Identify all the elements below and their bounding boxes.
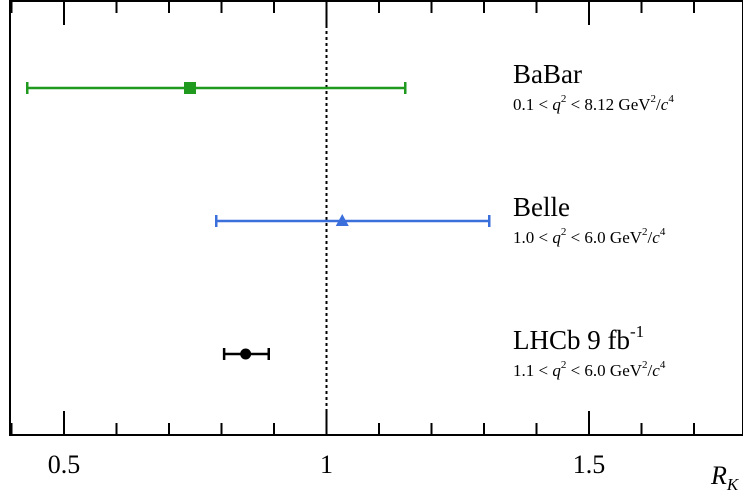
x-tick-label: 1.5 bbox=[573, 450, 606, 479]
circle-marker bbox=[240, 348, 252, 360]
triangle-marker bbox=[335, 214, 349, 226]
x-axis-tick-labels: 0.5 1 1.5 bbox=[48, 450, 606, 479]
series-labels: BaBar 0.1 < q2 < 8.12 GeV2/c4 Belle 1.0 < q… bbox=[513, 59, 674, 380]
measurement-2 bbox=[222, 348, 270, 360]
plot-frame bbox=[9, 0, 743, 436]
x-tick-label: 0.5 bbox=[48, 450, 81, 479]
measurement-1 bbox=[215, 214, 491, 227]
x-tick-label: 1 bbox=[320, 450, 333, 479]
series-name: Belle bbox=[513, 192, 570, 222]
series-name: LHCb 9 fb-1 bbox=[513, 322, 644, 355]
series-q2-range: 1.1 < q2 < 6.0 GeV2/c4 bbox=[513, 359, 666, 380]
x-axis-label: RK bbox=[710, 461, 740, 494]
series-name: BaBar bbox=[513, 59, 582, 89]
measurement-0 bbox=[26, 82, 407, 94]
x-axis-ticks bbox=[10, 1, 695, 435]
series-q2-range: 0.1 < q2 < 8.12 GeV2/c4 bbox=[513, 93, 674, 114]
series-q2-range: 1.0 < q2 < 6.0 GeV2/c4 bbox=[513, 226, 666, 247]
square-marker bbox=[184, 82, 196, 94]
data-points bbox=[26, 82, 491, 360]
